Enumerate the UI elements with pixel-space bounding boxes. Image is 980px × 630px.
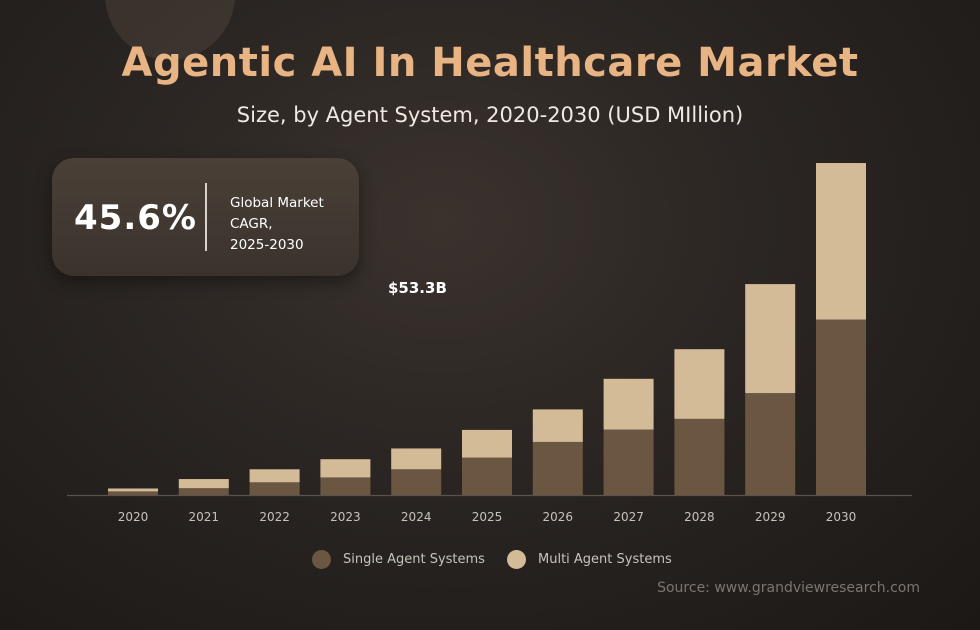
bar-multi-2021	[178, 479, 229, 489]
bar-single-2025	[462, 457, 512, 495]
bar-single-2029	[745, 393, 796, 495]
x-tick-label: 2025	[472, 510, 503, 524]
bar-single-2020	[108, 491, 158, 495]
bar-single-2026	[532, 441, 583, 495]
bar-multi-2027	[603, 378, 654, 430]
x-tick-label: 2020	[118, 510, 149, 524]
cagr-value: 45.6%	[74, 198, 197, 238]
x-tick-label: 2023	[330, 510, 361, 524]
cagr-divider	[205, 183, 207, 251]
x-tick-label: 2021	[189, 510, 220, 524]
cagr-card: 45.6% Global Market CAGR, 2025-2030	[52, 158, 359, 276]
bar-single-2023	[320, 477, 371, 495]
bar-single-2028	[674, 418, 725, 495]
legend-swatch-single	[312, 550, 331, 569]
legend-swatch-multi	[507, 550, 526, 569]
source-note: Source: www.grandviewresearch.com	[657, 580, 920, 596]
x-tick-label: 2027	[613, 510, 644, 524]
x-tick-label: 2024	[401, 510, 432, 524]
bar-multi-2026	[532, 409, 583, 442]
cagr-label-line: CAGR,	[230, 216, 273, 232]
bar-multi-2022	[249, 469, 300, 483]
bar-multi-2029	[745, 284, 796, 394]
x-tick-label: 2030	[826, 510, 857, 524]
x-tick-label: 2029	[755, 510, 786, 524]
x-tick-label: 2028	[684, 510, 715, 524]
bar-single-2021	[178, 488, 229, 495]
bar-multi-2024	[391, 448, 442, 470]
bar-multi-2030	[816, 163, 866, 320]
chart-subtitle: Size, by Agent System, 2020-2030 (USD MI…	[236, 103, 744, 127]
legend-label-single: Single Agent Systems	[343, 552, 485, 567]
bar-single-2024	[391, 469, 442, 495]
bar-single-2022	[249, 482, 300, 495]
cagr-label-line: Global Market	[230, 195, 324, 211]
bar-single-2027	[603, 429, 654, 495]
bar-multi-2025	[462, 429, 512, 458]
bar-multi-2020	[108, 488, 158, 492]
bar-multi-2028	[674, 349, 725, 419]
x-tick-label: 2022	[259, 510, 290, 524]
x-tick-label: 2026	[543, 510, 574, 524]
legend-label-multi: Multi Agent Systems	[538, 552, 672, 567]
chart-title: Agentic AI In Healthcare Market	[121, 40, 859, 86]
legend: Single Agent Systems Multi Agent Systems	[0, 550, 980, 570]
bar-multi-2023	[320, 459, 371, 478]
cagr-label: Global Market CAGR, 2025-2030	[230, 193, 350, 256]
market-size-callout: $53.3B	[388, 279, 447, 297]
bar-single-2030	[816, 319, 866, 495]
legend-item-single: Single Agent Systems	[312, 550, 485, 569]
legend-item-multi: Multi Agent Systems	[507, 550, 672, 569]
cagr-label-line: 2025-2030	[230, 237, 304, 253]
